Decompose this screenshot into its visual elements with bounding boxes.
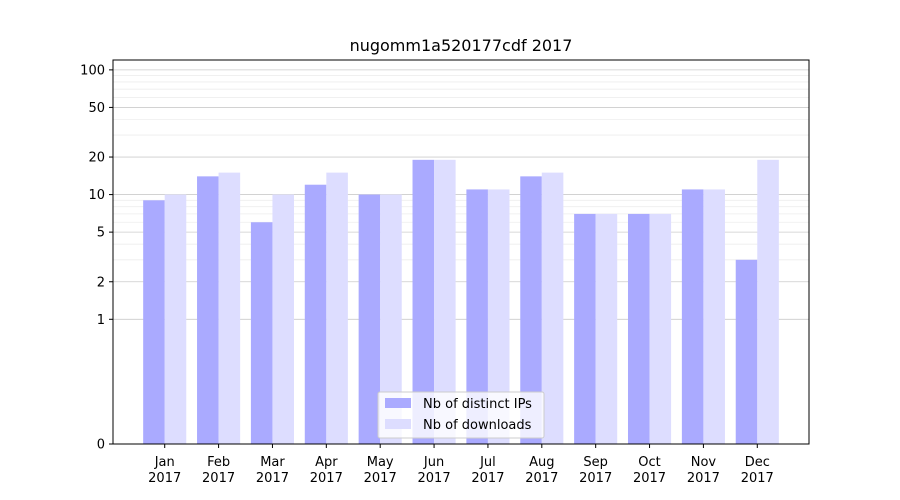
bar-downloads <box>649 213 672 444</box>
bar-downloads <box>487 189 510 444</box>
bar-downloads <box>272 194 295 444</box>
x-tick-label: Dec <box>745 455 770 470</box>
x-tick-label: 2017 <box>256 471 289 486</box>
x-tick-label: 2017 <box>471 471 504 486</box>
y-tick-label: 2 <box>97 275 105 290</box>
bar-distinct-ips <box>250 222 273 444</box>
x-tick-label: Oct <box>638 455 660 470</box>
x-tick-label: 2017 <box>364 471 397 486</box>
bar-distinct-ips <box>574 213 596 444</box>
bar-distinct-ips <box>143 200 165 444</box>
x-tick-label: Jan <box>154 455 175 470</box>
bar-downloads <box>326 172 348 444</box>
bar-distinct-ips <box>412 159 435 444</box>
x-tick-label: 2017 <box>148 471 181 486</box>
legend-swatch-distinct-ips <box>385 398 411 408</box>
bar-distinct-ips <box>681 189 704 444</box>
legend-swatch-downloads <box>385 419 411 429</box>
x-tick-label: 2017 <box>418 471 451 486</box>
bars <box>143 159 779 444</box>
x-tick-label: 2017 <box>525 471 558 486</box>
bar-distinct-ips <box>358 194 381 444</box>
x-tick-label: Apr <box>315 455 338 470</box>
bar-downloads <box>434 159 456 444</box>
bar-downloads <box>380 194 402 444</box>
chart-title: nugomm1a520177cdf 2017 <box>350 36 573 55</box>
x-tick-label: Jul <box>479 455 496 470</box>
x-tick-label: Sep <box>583 455 608 470</box>
x-tick-label: 2017 <box>202 471 235 486</box>
legend: Nb of distinct IPs Nb of downloads <box>377 391 545 439</box>
bar-downloads <box>595 213 618 444</box>
y-axis: 0 1 2 5 10 20 50 100 <box>80 63 113 453</box>
bar-distinct-ips <box>520 176 542 444</box>
bar-downloads <box>218 172 241 444</box>
x-tick-label: 2017 <box>310 471 343 486</box>
legend-label-downloads: Nb of downloads <box>423 418 532 433</box>
x-tick-label: 2017 <box>687 471 720 486</box>
x-tick-label: 2017 <box>579 471 612 486</box>
x-tick-label: Nov <box>691 455 717 470</box>
y-tick-label: 1 <box>97 313 105 328</box>
bar-distinct-ips <box>197 176 219 444</box>
x-tick-label: May <box>367 455 394 470</box>
x-tick-label: 2017 <box>633 471 666 486</box>
x-axis: Jan2017Feb2017Mar2017Apr2017May2017Jun20… <box>148 444 774 486</box>
y-tick-label: 20 <box>88 151 105 166</box>
bar-distinct-ips <box>627 213 650 444</box>
legend-box <box>377 391 545 439</box>
bar-distinct-ips <box>735 259 758 444</box>
x-tick-label: 2017 <box>741 471 774 486</box>
y-tick-label: 100 <box>80 63 105 78</box>
bar-downloads <box>164 194 187 444</box>
legend-label-distinct-ips: Nb of distinct IPs <box>423 397 532 412</box>
y-tick-label: 5 <box>97 226 105 241</box>
y-tick-label: 50 <box>88 101 105 116</box>
x-tick-label: Mar <box>260 455 285 470</box>
bar-distinct-ips <box>466 189 488 444</box>
y-tick-label: 0 <box>97 438 105 453</box>
y-tick-label: 10 <box>88 188 105 203</box>
plot-frame <box>112 59 810 445</box>
x-tick-label: Feb <box>207 455 230 470</box>
bar-downloads <box>757 159 779 444</box>
bar-downloads <box>541 172 564 444</box>
bar-distinct-ips <box>304 184 327 444</box>
x-tick-label: Aug <box>529 455 554 470</box>
bar-downloads <box>703 189 725 444</box>
x-tick-label: Jun <box>423 455 444 470</box>
